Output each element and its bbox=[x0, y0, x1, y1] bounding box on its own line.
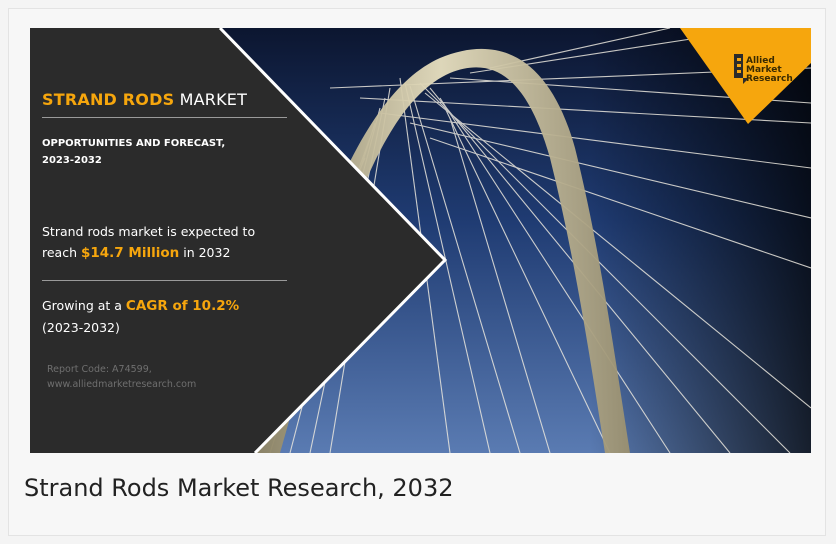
subtitle-line: 2023-2032 bbox=[42, 155, 102, 166]
image-caption: Strand Rods Market Research, 2032 bbox=[24, 474, 454, 502]
cagr-stat: Growing at a CAGR of 10.2% (2023-2032) bbox=[42, 295, 292, 338]
logo-line: Research bbox=[746, 74, 793, 84]
stat-text: reach bbox=[42, 245, 78, 260]
logo-line: Market bbox=[746, 65, 782, 75]
market-value: $14.7 Million bbox=[81, 245, 180, 261]
website-text: www.alliedmarketresearch.com bbox=[47, 379, 197, 390]
subtitle-line: OPPORTUNITIES AND FORECAST, bbox=[42, 138, 226, 149]
stat-text: in 2032 bbox=[183, 245, 231, 260]
logo-badge bbox=[680, 28, 811, 124]
bridge-illustration bbox=[30, 28, 811, 453]
market-size-stat: Strand rods market is expected to reach … bbox=[42, 221, 292, 264]
banner-title: STRAND RODS MARKET bbox=[42, 90, 247, 109]
market-banner-image: STRAND RODS MARKET OPPORTUNITIES AND FOR… bbox=[30, 28, 811, 453]
banner-subtitle: OPPORTUNITIES AND FORECAST, 2023-2032 bbox=[42, 135, 292, 169]
logo-line: Allied bbox=[746, 56, 775, 66]
logo-text: Allied Market Research bbox=[746, 57, 793, 84]
info-panel: STRAND RODS MARKET OPPORTUNITIES AND FOR… bbox=[30, 28, 330, 453]
cagr-value: CAGR of 10.2% bbox=[125, 298, 240, 314]
stat-text: Strand rods market is expected to bbox=[42, 224, 256, 239]
stat-period: (2023-2032) bbox=[42, 320, 120, 335]
logo-icon bbox=[734, 54, 749, 84]
divider bbox=[42, 280, 287, 281]
report-code-text: Report Code: A74599, bbox=[47, 364, 152, 375]
report-code: Report Code: A74599, www.alliedmarketres… bbox=[47, 362, 297, 392]
title-accent: STRAND RODS bbox=[42, 90, 175, 109]
title-rest: MARKET bbox=[179, 90, 248, 109]
stat-text: Growing at a bbox=[42, 298, 122, 313]
divider bbox=[42, 117, 287, 118]
